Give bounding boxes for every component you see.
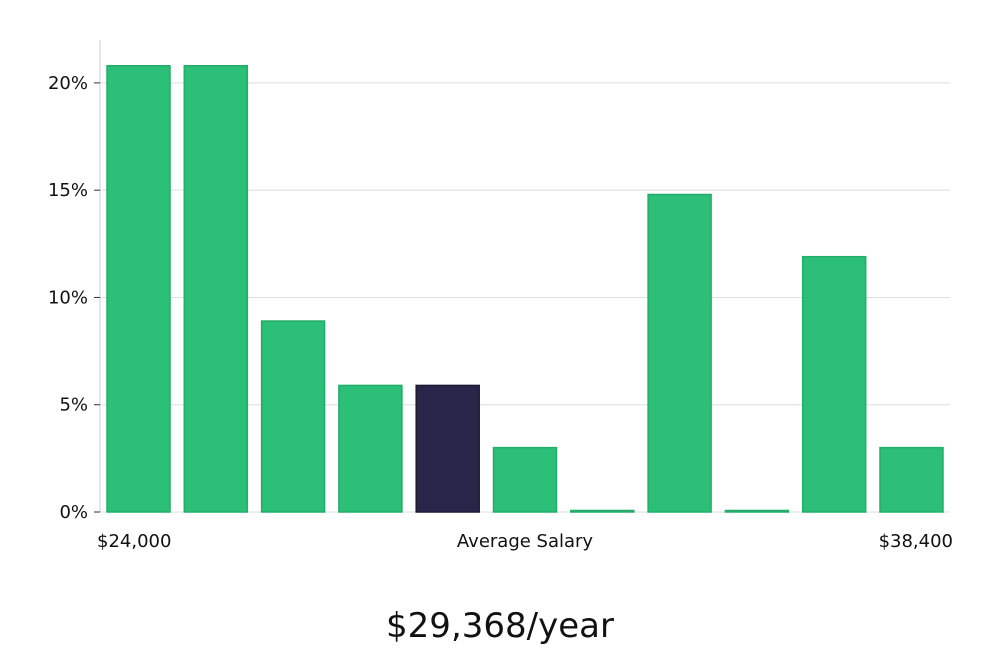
- bar-highlighted: [415, 384, 480, 513]
- bar: [801, 255, 867, 513]
- bar: [260, 320, 326, 513]
- x-max-label: $38,400: [879, 531, 953, 552]
- y-tick-label: 20%: [48, 73, 88, 94]
- x-axis-label: Average Salary: [457, 531, 594, 552]
- bar: [338, 384, 403, 513]
- y-tick-label: 0%: [59, 502, 88, 523]
- bars: [106, 64, 944, 513]
- salary-histogram: 0% 5% 10% 15% 20% $24,000 Average Salary $38…: [48, 40, 953, 552]
- bar: [724, 509, 790, 513]
- average-salary-text: $29,368/year: [386, 606, 614, 646]
- bar: [879, 446, 944, 513]
- bar: [570, 509, 635, 513]
- y-tick-label: 15%: [48, 180, 88, 201]
- bar: [183, 64, 249, 513]
- x-min-label: $24,000: [97, 531, 171, 552]
- y-tick-label: 10%: [48, 287, 88, 308]
- bar: [647, 193, 712, 513]
- bar: [106, 64, 171, 513]
- bar: [492, 446, 558, 513]
- y-tick-label: 5%: [59, 395, 88, 416]
- y-axis-ticks: 0% 5% 10% 15% 20%: [48, 73, 100, 523]
